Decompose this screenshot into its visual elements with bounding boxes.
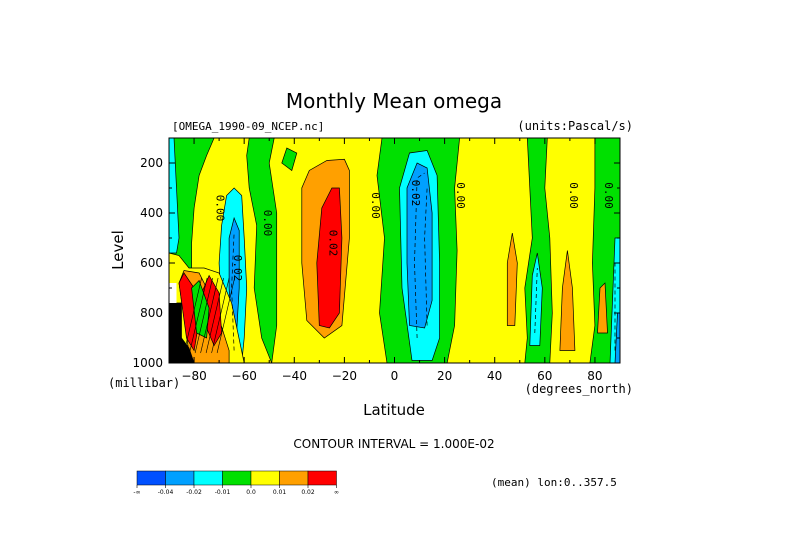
contour-label-3: 0.02 [326, 230, 339, 257]
contour-label-5: 0.02 [409, 180, 422, 207]
field-cyan-nh-60 [529, 252, 543, 346]
y-units-label: (millibar) [108, 376, 180, 390]
contour-label-4: 0.00 [369, 192, 382, 219]
x-tick-label: 20 [437, 369, 452, 383]
contour-label-2: 0.02 [231, 255, 244, 282]
colorbar-label: 0.01 [273, 489, 287, 496]
x-axis-label: Latitude [363, 401, 425, 419]
y-tick-label: 800 [140, 306, 163, 320]
contour-streak-5 [211, 277, 230, 354]
contour-dashed-1 [414, 172, 425, 339]
x-tick-label: −80 [181, 369, 206, 383]
x-tick-label: −60 [232, 369, 257, 383]
contour-streak-0 [183, 277, 202, 354]
y-tick-label: 600 [140, 256, 163, 270]
units-label: (units:Pascal/s) [517, 119, 633, 133]
x-units-label: (degrees_north) [525, 382, 633, 396]
colorbar-label: -∞ [133, 489, 140, 496]
field-orange-nh-70 [559, 250, 576, 351]
contour-streak-3 [200, 277, 219, 354]
contour-streak-1 [189, 277, 208, 354]
colorbar-swatch [307, 470, 337, 486]
contour-streak-4 [205, 277, 224, 354]
contour-dashed-2 [424, 187, 428, 326]
colorbar-label: -0.04 [158, 489, 174, 496]
y-axis-label: Level [109, 230, 127, 270]
field-green-sh-upper [281, 147, 298, 172]
colorbar-swatch [136, 470, 166, 486]
contour-streak-2 [194, 277, 213, 354]
field-black-terrain-a [168, 302, 182, 364]
colorbar-label: -0.01 [215, 489, 231, 496]
contour-label-8: 0.00 [602, 182, 615, 209]
colorbar-label: 0.0 [246, 489, 256, 496]
field-green-sh-surface [191, 279, 210, 339]
field-orange-nh [506, 232, 518, 326]
colorbar-label: -0.02 [186, 489, 202, 496]
colorbar-label: 0.02 [301, 489, 315, 496]
contour-dashed-3 [534, 267, 538, 334]
x-tick-label: 60 [537, 369, 552, 383]
contour-lines [183, 172, 616, 354]
contour-labels: 0.00 0.00 0.02 0.02 0.00 0.02 0.00 0.00 0.00 [214, 180, 615, 282]
colorbar-swatch [279, 470, 309, 486]
x-tick-label: −40 [282, 369, 307, 383]
field-missing [169, 283, 177, 303]
contour-label-6: 0.00 [454, 182, 467, 209]
footer-label: (mean) lon:0..357.5 [491, 476, 617, 489]
colorbar: -∞ -0.04 -0.02 -0.01 0.0 0.01 0.02 ∞ [133, 470, 339, 496]
colorbar-swatch [193, 470, 223, 486]
contour-label-0: 0.00 [214, 195, 227, 222]
y-tick-label: 1000 [132, 356, 163, 370]
chart-title: Monthly Mean omega [286, 89, 502, 113]
field-orange-nh-84 [597, 282, 608, 334]
contour-label-7: 0.00 [567, 182, 580, 209]
x-tick-label: 0 [391, 369, 399, 383]
field-red-sh-mid [316, 187, 343, 329]
colorbar-swatch [222, 470, 252, 486]
colorbar-swatch [165, 470, 195, 486]
contour-streak-6 [216, 277, 235, 354]
x-tick-label: 80 [587, 369, 602, 383]
colorbar-label: ∞ [334, 489, 339, 496]
field-yellow-nh-main [446, 137, 533, 364]
contour-interval-text: CONTOUR INTERVAL = 1.000E-02 [293, 437, 494, 451]
x-tick-label: 40 [487, 369, 502, 383]
x-tick-label: −20 [332, 369, 357, 383]
plot-area [168, 137, 621, 364]
y-tick-label: 400 [140, 206, 163, 220]
y-tick-label: 200 [140, 156, 163, 170]
contour-label-1: 0.00 [261, 210, 274, 237]
y-axis: 200 400 600 800 1000 [132, 137, 620, 370]
colorbar-swatch [250, 470, 280, 486]
file-label: [OMEGA_1990-09_NCEP.nc] [172, 120, 324, 133]
contour-dashed-0 [231, 232, 235, 351]
